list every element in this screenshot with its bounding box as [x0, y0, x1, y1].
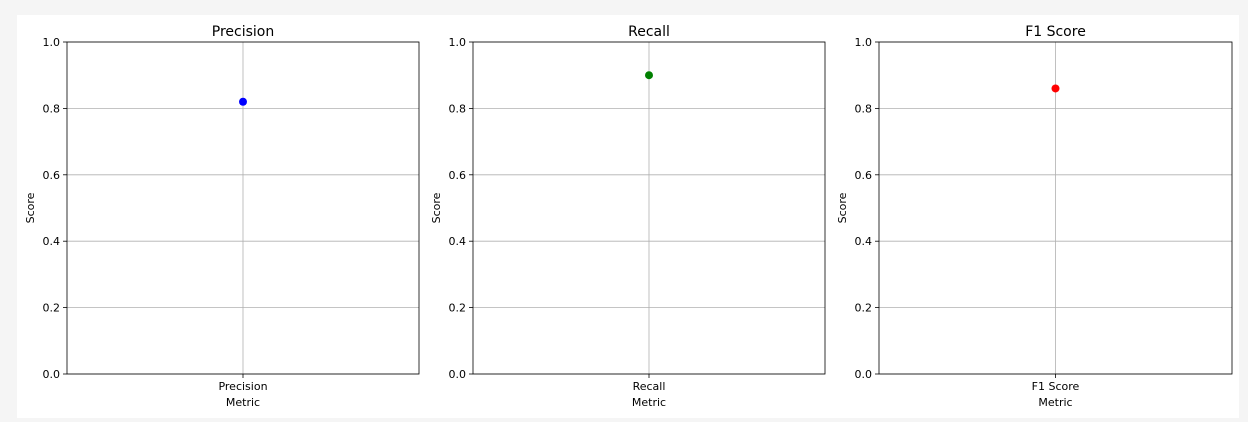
x-axis-label: Metric — [632, 396, 666, 409]
data-point — [645, 71, 653, 80]
x-tick-label: F1 Score — [1032, 380, 1080, 393]
y-tick-label: 0.6 — [449, 169, 467, 182]
y-tick-label: 0.2 — [43, 302, 61, 315]
x-tick-label: Recall — [633, 380, 666, 393]
y-tick-label: 0.2 — [855, 302, 873, 315]
y-tick-label: 0.8 — [43, 102, 61, 115]
y-tick-label: 0.8 — [449, 102, 467, 115]
chart-panel-1: 0.0 0.2 0.4 0.6 0.8 1.0 Precision Precision Metr… — [24, 24, 420, 409]
y-axis-label: Score — [836, 192, 849, 223]
chart-title: Precision — [212, 24, 274, 40]
y-tick-label: 0.4 — [449, 235, 467, 248]
y-tick-label: 0.8 — [855, 102, 873, 115]
axes-frame — [472, 41, 826, 375]
y-tick-label: 1.0 — [43, 36, 61, 49]
y-axis-label: Score — [24, 192, 37, 223]
y-tick-label: 0.4 — [855, 235, 873, 248]
y-tick-label: 0.0 — [449, 368, 467, 381]
chart-title: F1 Score — [1025, 24, 1086, 40]
data-point — [239, 97, 247, 106]
data-point — [1051, 84, 1060, 93]
x-axis-label: Metric — [1038, 396, 1072, 409]
y-axis-label: Score — [430, 192, 443, 223]
y-tick-label: 0.0 — [855, 368, 873, 381]
x-axis-label: Metric — [226, 396, 260, 409]
figure: 0.0 0.2 0.4 0.6 0.8 1.0 Precision Precision Metr… — [17, 15, 1239, 418]
chart-panel-3: 0.0 0.2 0.4 0.6 0.8 1.0 F1 Score F1 Score Metric… — [836, 24, 1233, 409]
y-tick-label: 0.0 — [43, 368, 61, 381]
y-tick-label: 0.4 — [43, 235, 61, 248]
y-tick-label: 1.0 — [855, 36, 873, 49]
axes-frame — [66, 41, 420, 375]
chart-title: Recall — [628, 24, 670, 40]
x-tick-label: Precision — [218, 380, 267, 393]
y-tick-label: 0.2 — [449, 302, 467, 315]
chart-panel-2: 0.0 0.2 0.4 0.6 0.8 1.0 Recall Recall Metric Scor… — [430, 24, 826, 409]
chart-figure: 0.0 0.2 0.4 0.6 0.8 1.0 Precision Precision Metr… — [24, 24, 1233, 409]
axes-frame — [878, 41, 1233, 375]
y-tick-label: 1.0 — [449, 36, 467, 49]
y-tick-label: 0.6 — [855, 169, 873, 182]
y-tick-label: 0.6 — [43, 169, 61, 182]
